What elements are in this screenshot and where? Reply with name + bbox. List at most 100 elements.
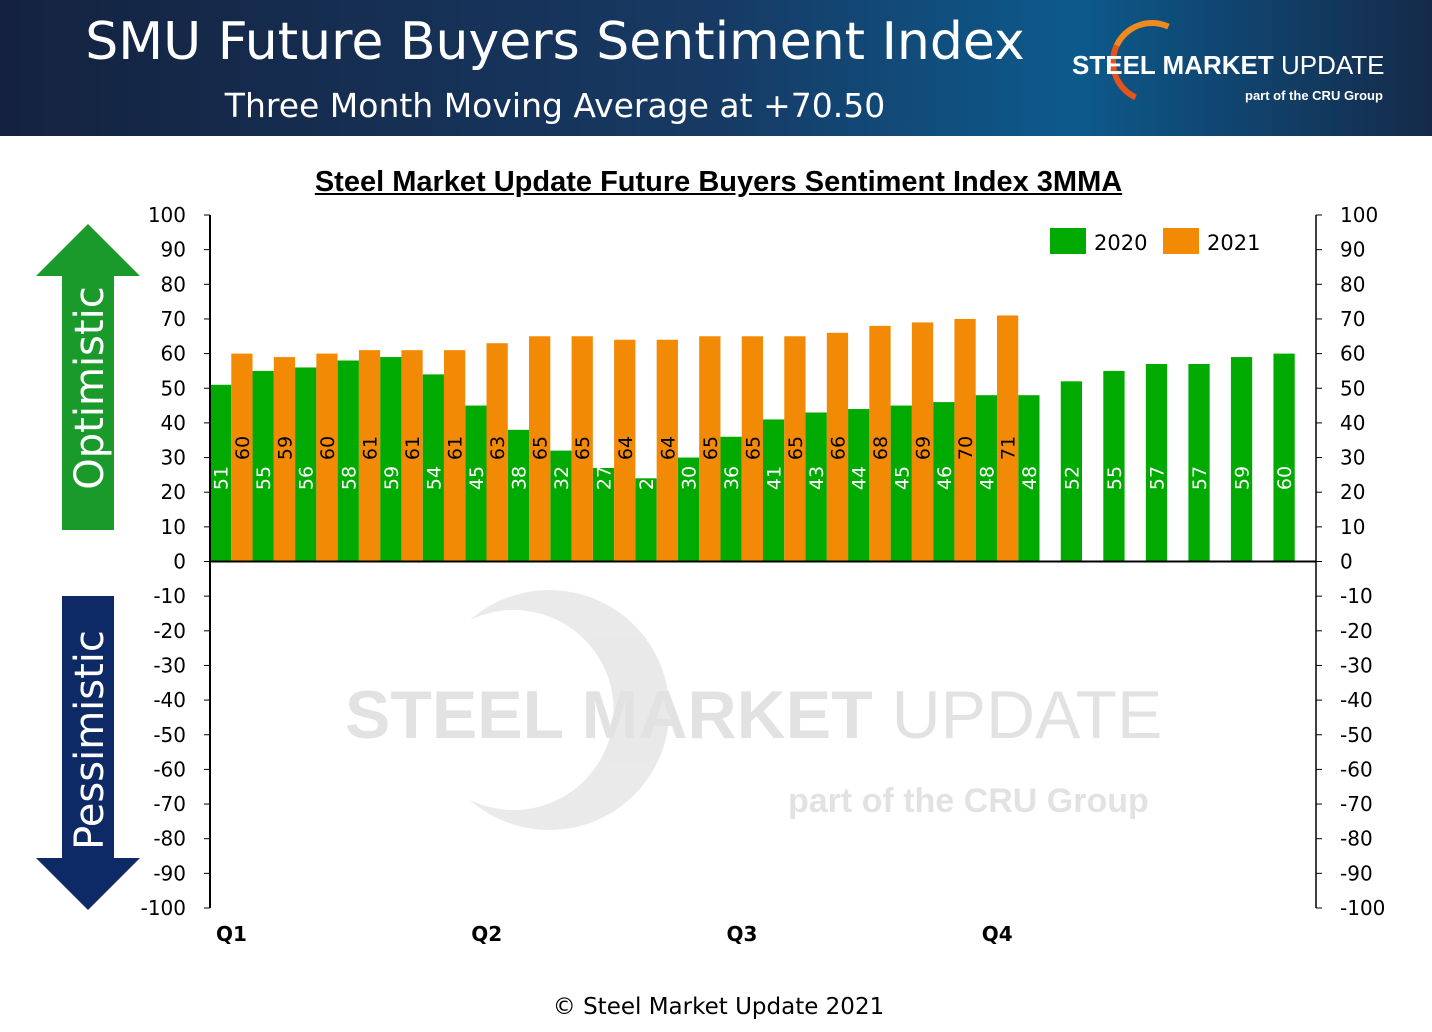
bar-2020 — [975, 395, 997, 562]
data-label-2020: 55 — [253, 466, 275, 490]
bar-2020 — [1103, 370, 1125, 562]
bar-2020 — [210, 384, 232, 562]
data-label-2021: 61 — [445, 436, 467, 460]
bar-2021 — [741, 336, 763, 562]
bar-2020 — [1145, 363, 1168, 562]
quarter-label: Q4 — [982, 922, 1013, 946]
bar-2021 — [401, 350, 423, 562]
bar-2020 — [763, 419, 785, 562]
y-tick-label-left: 50 — [161, 376, 186, 400]
data-label-2020: 38 — [508, 466, 530, 490]
quarter-label: Q1 — [216, 922, 247, 946]
bar-2021 — [656, 339, 678, 562]
data-label-2020: 48 — [976, 466, 998, 490]
data-label-2020: 55 — [1104, 466, 1126, 490]
data-label-2020: 24 — [636, 466, 658, 490]
y-tick-label-right: -100 — [1340, 896, 1385, 920]
legend: 2020 2021 — [1050, 228, 1260, 255]
bar-2020 — [380, 357, 402, 562]
bar-2021 — [699, 336, 721, 562]
y-tick-label-right: 0 — [1340, 550, 1353, 574]
optimistic-arrow: Optimistic — [36, 224, 140, 530]
data-label-2020: 56 — [296, 466, 318, 490]
y-tick-label-left: 10 — [161, 515, 186, 539]
chart-title: Steel Market Update Future Buyers Sentim… — [314, 166, 1123, 198]
data-label-2020: 27 — [593, 466, 615, 490]
header-banner: SMU Future Buyers Sentiment Index Three … — [0, 0, 1432, 136]
y-tick-label-right: 20 — [1340, 480, 1365, 504]
data-label-2020: 44 — [849, 466, 871, 490]
y-tick-label-left: -80 — [153, 827, 186, 851]
optimistic-label: Optimistic — [67, 286, 113, 489]
bar-2021 — [614, 339, 636, 562]
data-label-2021: 60 — [317, 436, 339, 460]
bar-2021 — [954, 318, 976, 562]
data-label-2020: 60 — [1274, 466, 1296, 490]
y-tick-label-left: -60 — [153, 757, 186, 781]
bar-2021 — [358, 350, 381, 562]
y-tick-label-left: -100 — [141, 896, 186, 920]
y-tick-label-right: 90 — [1340, 238, 1365, 262]
bar-2020 — [465, 405, 487, 562]
y-tick-label-right: 60 — [1340, 342, 1365, 366]
logo-subtext: part of the CRU Group — [1245, 88, 1383, 103]
bar-2020 — [337, 360, 359, 562]
bar-2020 — [1060, 381, 1083, 562]
data-label-2020: 30 — [679, 466, 701, 490]
bar-2020 — [933, 402, 955, 562]
data-label-2021: 59 — [274, 436, 296, 460]
data-label-2020: 54 — [423, 466, 445, 490]
bar-2021 — [571, 336, 593, 562]
data-label-2021: 65 — [785, 436, 807, 460]
svg-text:STEEL MARKET UPDATE: STEEL MARKET UPDATE — [345, 677, 1162, 753]
bar-2020 — [507, 429, 530, 562]
y-tick-label-right: -20 — [1340, 619, 1373, 643]
data-label-2021: 60 — [232, 436, 254, 460]
bar-2021 — [784, 336, 806, 562]
y-tick-label-right: -90 — [1340, 861, 1373, 885]
bar-2020 — [295, 367, 317, 562]
y-tick-label-left: 30 — [161, 446, 186, 470]
data-label-2021: 65 — [700, 436, 722, 460]
y-tick-label-right: 100 — [1340, 203, 1378, 227]
bar-2021 — [911, 322, 934, 562]
y-tick-label-right: -10 — [1340, 584, 1373, 608]
bar-2020 — [720, 436, 742, 562]
data-label-2020: 59 — [1232, 466, 1254, 490]
y-tick-label-left: -30 — [153, 653, 186, 677]
y-tick-label-right: 80 — [1340, 272, 1365, 296]
y-tick-label-left: 60 — [161, 342, 186, 366]
data-label-2021: 71 — [998, 436, 1020, 460]
y-tick-label-left: -70 — [153, 792, 186, 816]
logo: STEEL MARKET UPDATE — [1072, 50, 1385, 81]
watermark: STEEL MARKET UPDATE part of the CRU Grou… — [345, 590, 1162, 831]
bar-2020 — [848, 409, 870, 562]
y-tick-label-right: 40 — [1340, 411, 1365, 435]
y-tick-label-left: -50 — [153, 723, 186, 747]
data-label-2021: 65 — [572, 436, 594, 460]
legend-swatch-2021 — [1163, 228, 1199, 254]
data-label-2020: 57 — [1189, 466, 1211, 490]
bar-2020 — [1230, 357, 1253, 562]
quarter-label: Q2 — [471, 922, 502, 946]
data-label-2021: 65 — [742, 436, 764, 460]
bar-2020 — [252, 370, 274, 562]
y-tick-label-left: 70 — [161, 307, 186, 331]
y-tick-label-right: -50 — [1340, 723, 1373, 747]
data-label-2020: 45 — [891, 466, 913, 490]
y-tick-label-left: 20 — [161, 480, 186, 504]
legend-label-2020: 2020 — [1094, 231, 1147, 255]
bar-2020 — [550, 450, 572, 562]
y-tick-label-right: -70 — [1340, 792, 1373, 816]
data-label-2021: 65 — [530, 436, 552, 460]
y-tick-label-left: 40 — [161, 411, 186, 435]
bar-2021 — [316, 353, 338, 562]
y-tick-label-left: 80 — [161, 272, 186, 296]
bar-2020 — [1273, 353, 1295, 562]
logo-text: UPDATE — [1273, 50, 1385, 80]
y-tick-label-right: -60 — [1340, 757, 1373, 781]
y-tick-label-left: 90 — [161, 238, 186, 262]
y-tick-label-left: 0 — [173, 550, 186, 574]
y-tick-label-right: 10 — [1340, 515, 1365, 539]
